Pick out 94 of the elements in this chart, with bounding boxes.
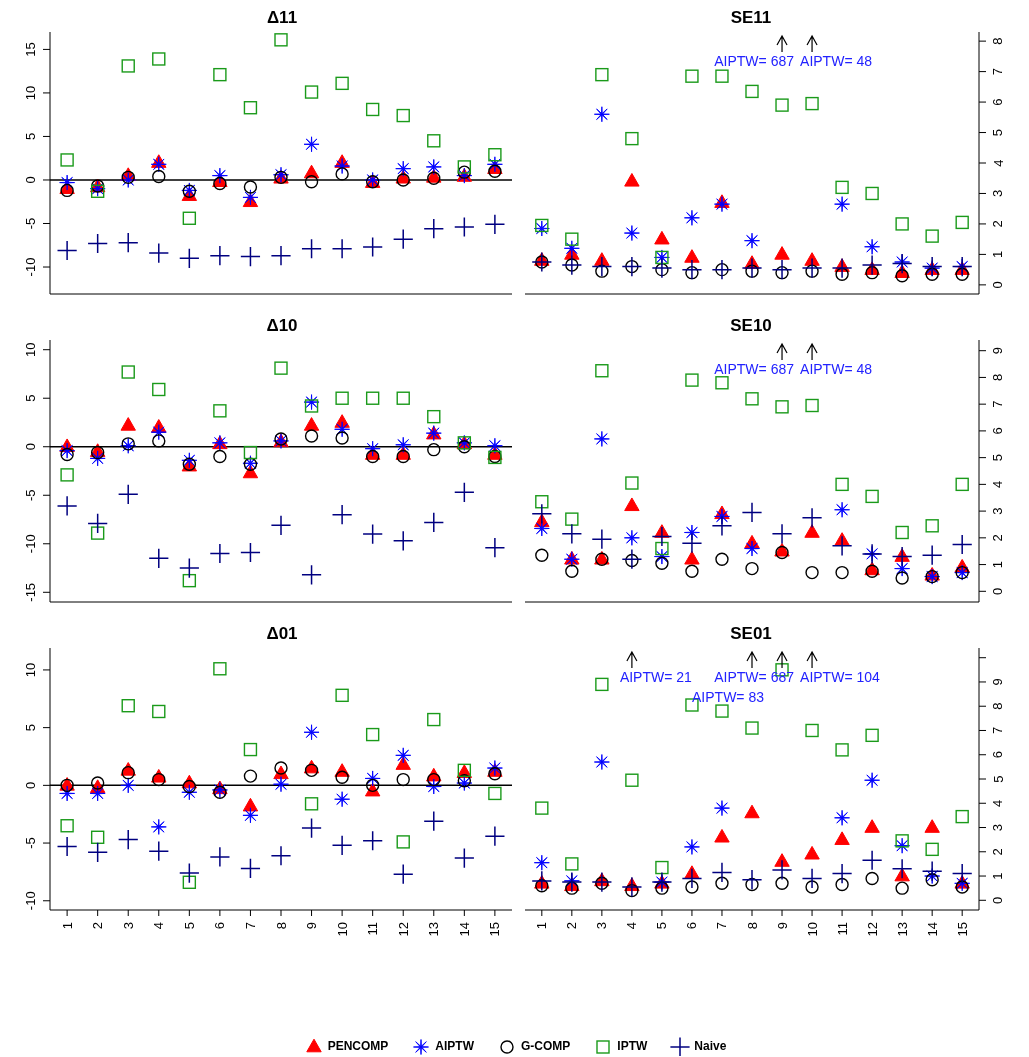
x-tick-label: 2 [564, 922, 580, 930]
annotation: AIPTW= 104 [800, 669, 881, 685]
x-tick-label: 9 [304, 922, 320, 930]
y-tick-label: 5 [23, 724, 39, 732]
x-tick-label: 10 [334, 922, 350, 937]
y-tick-label: -10 [23, 257, 39, 277]
x-tick-label: 6 [212, 922, 228, 930]
y-tick-label: 7 [990, 726, 1006, 735]
y-tick-label: 1 [990, 560, 1006, 569]
y-tick-label: 3 [990, 189, 1006, 198]
legend-label: AIPTW [435, 1039, 474, 1053]
y-tick-label: 4 [990, 799, 1006, 807]
y-tick-label: 10 [23, 662, 39, 678]
y-tick-label: 0 [23, 176, 39, 184]
y-tick-label: 7 [990, 67, 1006, 76]
x-tick-label: 12 [395, 922, 411, 937]
y-tick-label: 5 [990, 454, 1006, 462]
x-tick-label: 15 [487, 922, 503, 937]
y-tick-label: 9 [990, 678, 1006, 686]
legend-label: G-COMP [520, 1039, 571, 1053]
y-tick-label: 2 [990, 220, 1006, 228]
annotation: AIPTW= 687 [714, 361, 795, 377]
y-tick-label: 0 [990, 587, 1006, 595]
x-tick-label: 4 [151, 922, 167, 930]
x-tick-label: 14 [456, 922, 472, 937]
x-tick-label: 1 [534, 922, 550, 930]
x-tick-label: 13 [894, 922, 910, 937]
annotation: AIPTW= 21 [619, 669, 693, 685]
legend-label: Naive [694, 1039, 727, 1053]
x-tick-label: 13 [426, 922, 442, 937]
y-tick-label: 0 [990, 896, 1006, 904]
y-tick-label: -10 [23, 891, 39, 911]
y-tick-label: 5 [990, 128, 1006, 137]
y-tick-label: 6 [990, 427, 1006, 435]
y-tick-label: 0 [23, 443, 39, 451]
y-tick-label: 2 [990, 534, 1006, 542]
annotation: AIPTW= 687 [714, 53, 795, 69]
annotation: AIPTW= 48 [800, 53, 873, 69]
y-tick-label: 8 [990, 37, 1006, 45]
y-tick-label: 5 [23, 394, 39, 402]
x-tick-label: 6 [684, 922, 700, 930]
x-tick-label: 10 [804, 922, 820, 937]
y-tick-label: 8 [990, 702, 1006, 710]
y-tick-label: 5 [990, 775, 1006, 783]
legend-label: IPTW [617, 1039, 648, 1053]
y-tick-label: 1 [990, 250, 1006, 259]
x-tick-label: 5 [181, 922, 197, 930]
x-tick-label: 15 [954, 922, 970, 937]
x-tick-label: 7 [714, 922, 730, 930]
x-tick-label: 3 [594, 922, 610, 930]
chart-title: Δ10 [265, 316, 299, 337]
x-tick-label: 5 [654, 922, 670, 930]
x-tick-label: 14 [924, 922, 940, 937]
x-tick-label: 1 [59, 922, 75, 930]
y-tick-label: 1 [990, 872, 1006, 880]
y-tick-label: 4 [990, 480, 1006, 488]
chart-title: Δ01 [265, 624, 299, 645]
y-tick-label: -15 [23, 582, 39, 602]
y-tick-label: 0 [990, 281, 1006, 289]
y-tick-label: 4 [990, 159, 1006, 167]
x-tick-label: 9 [774, 922, 790, 930]
y-tick-label: 0 [23, 781, 39, 789]
y-tick-label: -5 [23, 837, 39, 849]
x-tick-label: 11 [365, 922, 381, 936]
y-tick-label: 3 [990, 823, 1006, 832]
x-tick-label: 11 [834, 922, 850, 936]
chart-title: SE11 [729, 8, 773, 29]
y-tick-label: 2 [990, 848, 1006, 856]
x-tick-label: 7 [242, 922, 258, 930]
y-tick-label: 8 [990, 373, 1006, 382]
chart-title: SE10 [729, 316, 773, 337]
y-tick-label: 7 [990, 400, 1006, 408]
x-tick-label: 8 [744, 922, 760, 930]
y-tick-label: 3 [990, 507, 1006, 515]
y-tick-label: 5 [23, 132, 39, 141]
x-tick-label: 3 [120, 922, 136, 930]
annotation: AIPTW= 48 [800, 361, 873, 377]
y-tick-label: -10 [23, 534, 39, 554]
x-tick-label: 4 [624, 922, 640, 930]
y-tick-label: 6 [990, 98, 1006, 106]
annotation: AIPTW= 83 [692, 689, 765, 705]
y-tick-label: 10 [23, 342, 39, 357]
x-tick-label: 8 [273, 922, 289, 930]
y-tick-label: -5 [23, 217, 39, 230]
y-tick-label: -5 [23, 489, 39, 502]
y-tick-label: 10 [23, 85, 39, 101]
y-tick-label: 6 [990, 751, 1006, 759]
y-tick-label: 15 [23, 42, 39, 57]
y-tick-label: 9 [990, 347, 1006, 355]
legend-label: PENCOMP [327, 1039, 389, 1053]
x-tick-label: 12 [864, 922, 880, 937]
x-tick-label: 2 [90, 922, 106, 930]
chart-title: SE01 [729, 624, 773, 645]
chart-title: Δ11 [265, 8, 299, 29]
